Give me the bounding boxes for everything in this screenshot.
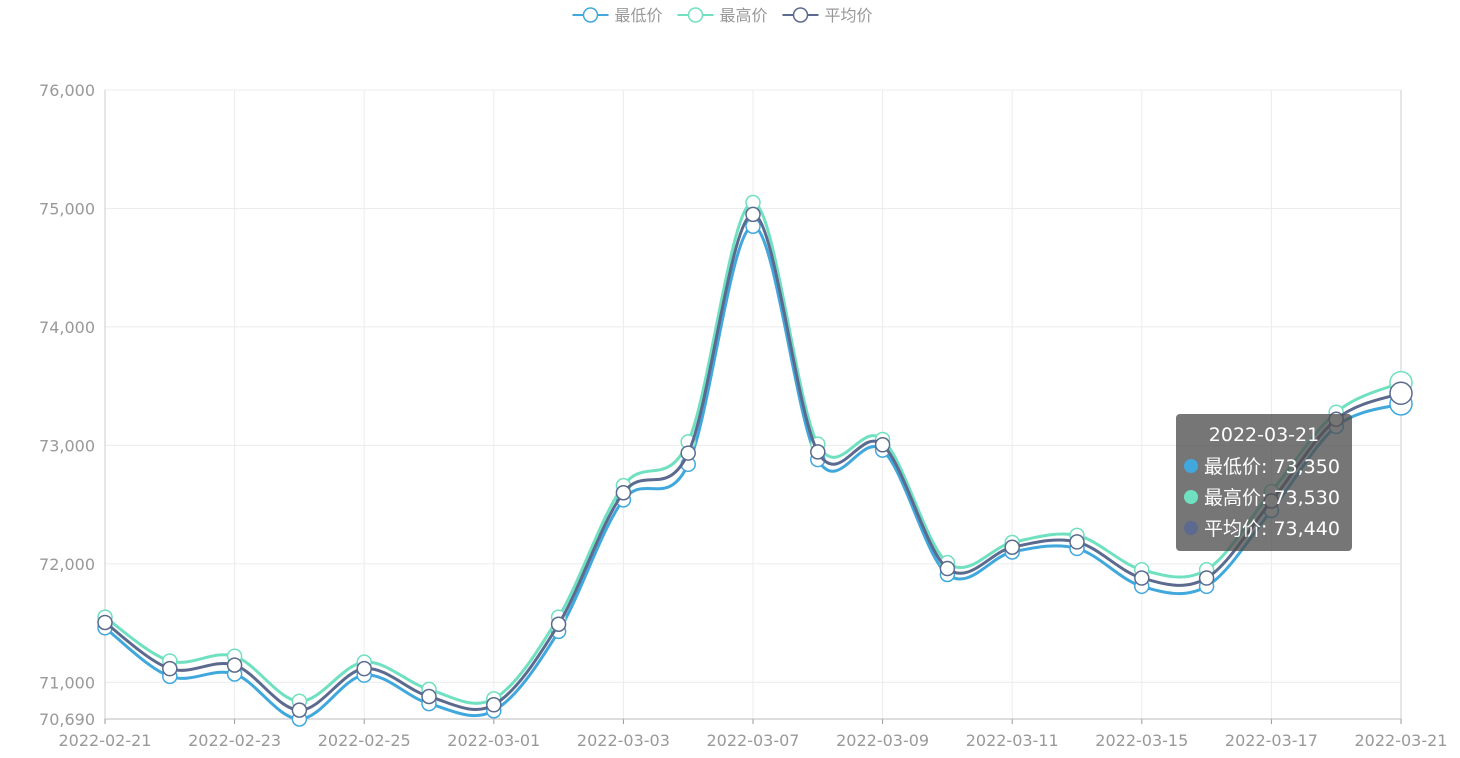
point [550,616,567,632]
point [226,657,243,673]
tooltip-title: 2022-03-21 [1208,424,1320,446]
tooltip-dot [1184,520,1198,535]
legend-label: 最低价 [615,6,663,25]
point [1134,570,1150,586]
y-tick-label: 76,000 [39,81,95,100]
x-tick-label: 2022-02-21 [59,731,152,750]
y-tick-label: 73,000 [39,436,95,455]
legend-marker [687,7,704,23]
y-tick-label: 71,000 [39,673,95,692]
point [97,614,113,631]
x-tick-label: 2022-03-01 [447,731,540,750]
point [874,437,891,453]
point [291,702,308,718]
y-tick-label: 70,690 [39,710,95,729]
legend: 最低价 最高价 平均价 [572,6,873,25]
legend-label: 平均价 [825,6,873,25]
point [1004,539,1020,555]
y-tick-label: 74,000 [39,318,95,337]
tooltip-dot [1184,458,1198,473]
point [1198,570,1215,586]
point [680,445,696,461]
point [1389,381,1413,405]
point [356,660,372,677]
point [421,688,437,705]
x-tick-label: 2022-03-09 [836,731,929,750]
x-tick-label: 2022-03-11 [966,731,1059,750]
point [810,444,826,460]
x-tick-label: 2022-03-03 [577,731,670,750]
y-tick-label: 75,000 [39,199,95,218]
tooltip-row: 最高价: 73,530 [1184,481,1344,512]
point [745,206,761,223]
x-tick-label: 2022-02-25 [318,731,411,750]
x-tick-label: 2022-03-07 [707,731,800,750]
legend-marker [792,7,809,23]
tooltip-row: 平均价: 73,440 [1184,512,1344,543]
x-tick-label: 2022-03-15 [1095,731,1188,750]
tooltip-text: 最高价: 73,530 [1204,487,1340,509]
x-tick-label: 2022-03-21 [1355,731,1448,750]
point [1069,534,1085,550]
point [615,484,632,501]
tooltip-row: 最低价: 73,350 [1184,450,1344,481]
tooltip: 2022-03-21 最低价: 73,350 最高价: 73,530 平均价: 73,… [1176,414,1352,551]
legend-label: 最高价 [720,6,768,25]
y-tick-label: 72,000 [39,555,95,574]
point [939,560,956,577]
x-tick-label: 2022-02-23 [188,731,281,750]
tooltip-dot [1184,489,1198,504]
legend-marker [582,7,599,23]
point [486,697,502,713]
x-tick-label: 2022-03-17 [1225,731,1318,750]
point [162,660,178,677]
tooltip-text: 最低价: 73,350 [1204,456,1340,478]
tooltip-text: 平均价: 73,440 [1204,518,1340,540]
